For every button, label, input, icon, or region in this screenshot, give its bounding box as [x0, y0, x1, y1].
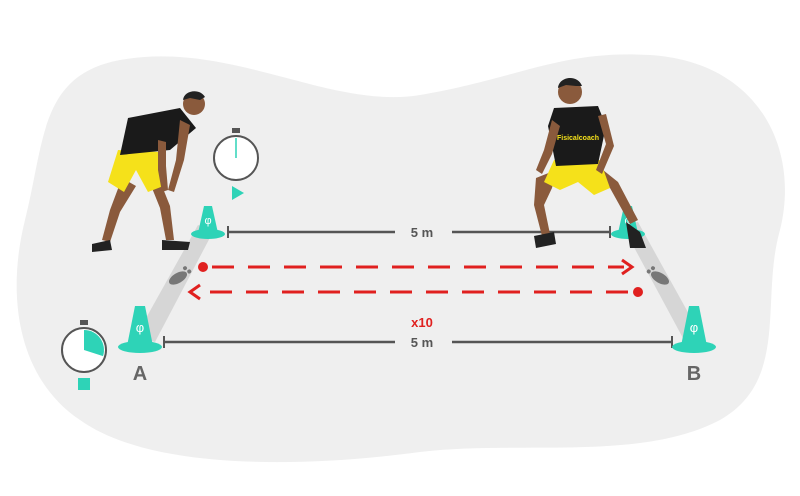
svg-text:φ: φ [690, 320, 698, 335]
distance-line-top [227, 226, 611, 238]
cone-top-left: φ [191, 206, 225, 239]
svg-text:φ: φ [204, 215, 211, 227]
distance-label-bottom: 5 m [411, 335, 433, 350]
shirt-brand-label: Fisicalcoach [557, 135, 599, 142]
cone-a: φ [118, 306, 162, 353]
background-blob [16, 54, 785, 463]
stop-icon [78, 378, 90, 390]
footprint-right-icon [646, 266, 670, 285]
cone-b: φ [672, 306, 716, 353]
player-left [92, 91, 205, 252]
footprint-left-icon [168, 266, 192, 285]
svg-text:φ: φ [624, 215, 631, 227]
point-a-label: A [133, 363, 147, 385]
distance-line-bottom [163, 336, 673, 348]
stopwatch-end-icon [61, 320, 107, 390]
run-arrow-back [187, 283, 643, 301]
play-icon [232, 186, 244, 200]
svg-text:φ: φ [136, 320, 144, 335]
stopwatch-start-icon [213, 128, 259, 200]
run-arrow-forward [198, 258, 635, 276]
repetitions-label: x10 [411, 315, 433, 330]
point-b-label: B [687, 363, 701, 385]
distance-label-top: 5 m [411, 225, 433, 240]
player-right: Fisicalcoach [534, 77, 646, 248]
